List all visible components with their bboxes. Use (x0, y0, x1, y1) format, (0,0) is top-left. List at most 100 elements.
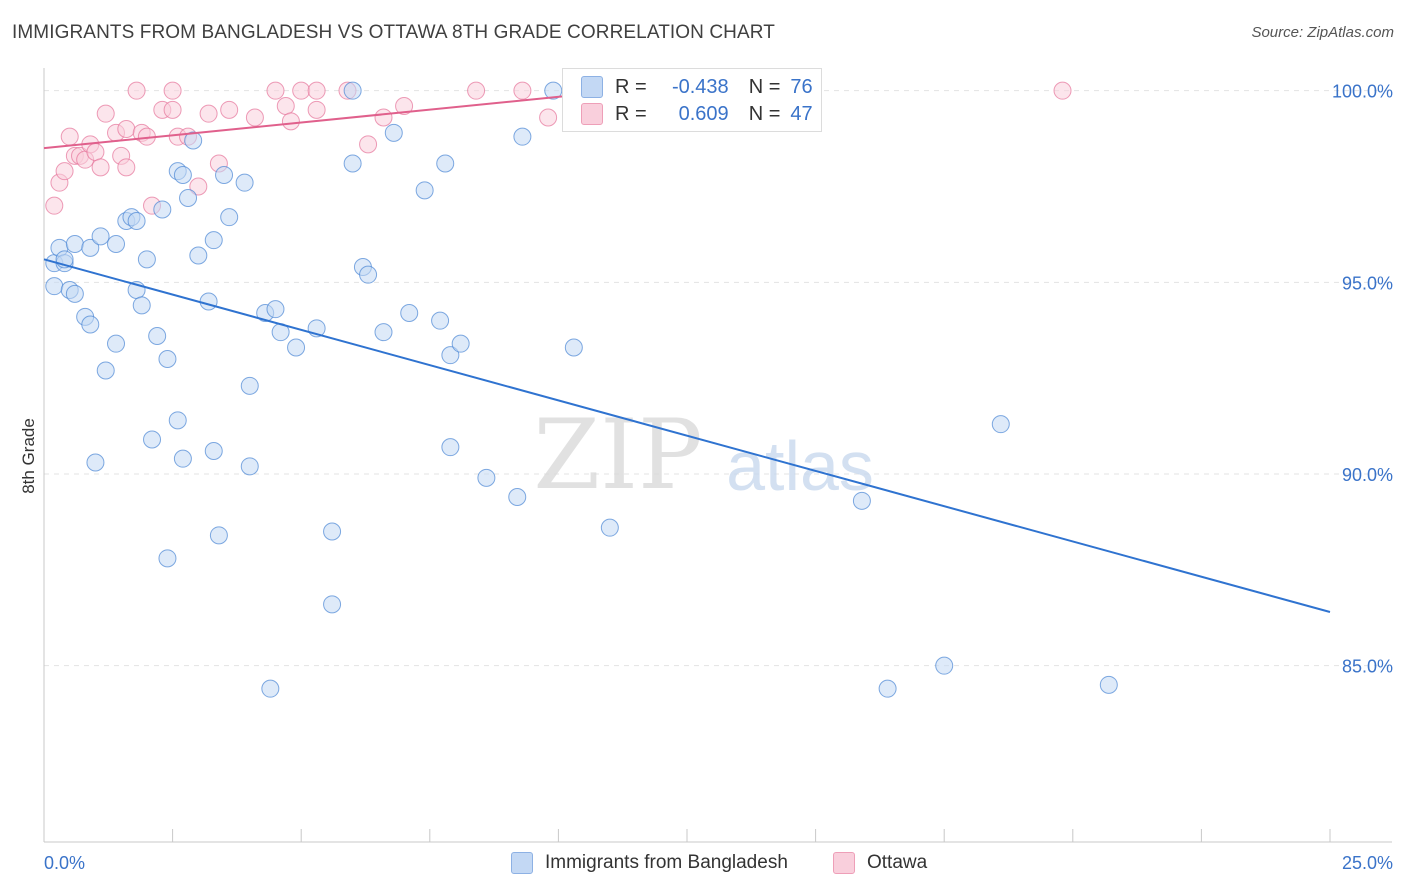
bottom-legend-label: Ottawa (867, 852, 928, 873)
point-bangladesh (148, 327, 167, 345)
point-bangladesh (65, 284, 84, 303)
point-ottawa (266, 81, 285, 100)
point-ottawa (117, 158, 136, 177)
point-ottawa (467, 81, 486, 100)
point-ottawa (1053, 81, 1072, 100)
legend-r-value: -0.438 (671, 75, 729, 98)
point-bangladesh (441, 346, 460, 365)
point-bangladesh (436, 154, 455, 173)
point-bangladesh (204, 442, 223, 460)
point-ottawa (374, 108, 393, 127)
point-ottawa (91, 158, 110, 177)
point-bangladesh (343, 154, 362, 173)
point-bangladesh (451, 334, 470, 353)
legend-r-value: 0.609 (678, 102, 729, 125)
point-bangladesh (209, 526, 228, 545)
point-bangladesh (374, 323, 393, 342)
legend-row-bangladesh: R = -0.438 N = 76 (581, 74, 813, 100)
point-ottawa (127, 81, 146, 100)
point-bangladesh (323, 595, 342, 614)
point-bangladesh (173, 449, 192, 468)
point-bangladesh (240, 457, 259, 476)
point-bangladesh (137, 250, 156, 269)
point-bangladesh (86, 453, 105, 472)
point-ottawa (281, 112, 300, 131)
point-bangladesh (189, 246, 208, 265)
point-bangladesh (143, 430, 162, 449)
point-bangladesh (45, 277, 64, 296)
point-bangladesh (107, 334, 126, 353)
point-bangladesh (65, 235, 84, 253)
point-ottawa (245, 108, 264, 127)
point-ottawa (307, 81, 326, 100)
y-axis-label: 8th Grade (19, 418, 38, 494)
point-bangladesh (81, 315, 100, 334)
point-bangladesh (235, 173, 254, 192)
bottom-legend-item-ottawa: Ottawa (833, 852, 927, 874)
point-bangladesh (220, 208, 239, 227)
point-bangladesh (204, 231, 223, 250)
point-bangladesh (107, 235, 126, 253)
legend-swatch-blue (581, 76, 603, 98)
legend-n-value: 47 (790, 102, 813, 125)
point-ottawa (539, 108, 558, 127)
trendline-bangladesh (43, 258, 1331, 613)
point-bangladesh (935, 656, 954, 675)
point-bangladesh (323, 522, 342, 541)
point-bangladesh (158, 549, 177, 568)
point-ottawa (60, 127, 79, 146)
point-ottawa (276, 97, 295, 115)
point-ottawa (117, 120, 136, 138)
point-bangladesh (287, 338, 306, 357)
point-ottawa (55, 162, 74, 181)
point-bangladesh (261, 679, 280, 698)
point-bangladesh (359, 265, 378, 284)
point-bangladesh (81, 238, 100, 257)
y-tick-label: 95.0% (1342, 273, 1393, 293)
y-tick-label: 85.0% (1342, 657, 1393, 677)
point-ottawa (163, 100, 182, 119)
point-ottawa (307, 100, 326, 119)
point-bangladesh (564, 338, 583, 357)
point-bangladesh (477, 468, 496, 487)
point-bangladesh (168, 411, 187, 430)
point-bangladesh (266, 300, 285, 319)
chart-title: IMMIGRANTS FROM BANGLADESH VS OTTAWA 8TH… (12, 22, 775, 43)
point-ottawa (292, 81, 311, 100)
point-bangladesh (96, 361, 115, 380)
correlation-legend: R = -0.438 N = 76 R = 0.609 N = 47 (562, 68, 822, 132)
point-bangladesh (173, 166, 192, 184)
point-bangladesh (158, 350, 177, 368)
point-bangladesh (343, 81, 362, 100)
point-bangladesh (215, 166, 234, 184)
point-bangladesh (991, 415, 1010, 434)
point-bangladesh (441, 438, 460, 457)
y-tick-label: 100.0% (1332, 82, 1393, 102)
legend-r-label: R = (615, 75, 647, 98)
point-bangladesh (240, 376, 259, 395)
x-tick-label: 0.0% (44, 853, 85, 873)
point-ottawa (189, 177, 208, 196)
point-bangladesh (400, 304, 419, 322)
point-ottawa (199, 104, 218, 123)
legend-n-value: 76 (790, 75, 813, 98)
point-ottawa (220, 100, 239, 119)
legend-swatch-pink (581, 103, 603, 125)
point-ottawa (96, 104, 115, 123)
point-bangladesh (852, 491, 871, 510)
legend-n-label: N = (748, 75, 781, 98)
point-bangladesh (179, 189, 198, 207)
point-ottawa (163, 81, 182, 100)
legend-n-label: N = (748, 102, 781, 125)
point-bangladesh (878, 679, 897, 698)
point-bangladesh (544, 81, 563, 100)
point-bangladesh (184, 131, 203, 150)
point-bangladesh (153, 200, 172, 219)
source-label: Source: ZipAtlas.com (1251, 24, 1394, 41)
trendline-ottawa (43, 89, 621, 150)
point-bangladesh (384, 123, 403, 142)
point-bangladesh (1099, 675, 1118, 694)
point-bangladesh (132, 296, 151, 315)
point-bangladesh (415, 181, 434, 200)
